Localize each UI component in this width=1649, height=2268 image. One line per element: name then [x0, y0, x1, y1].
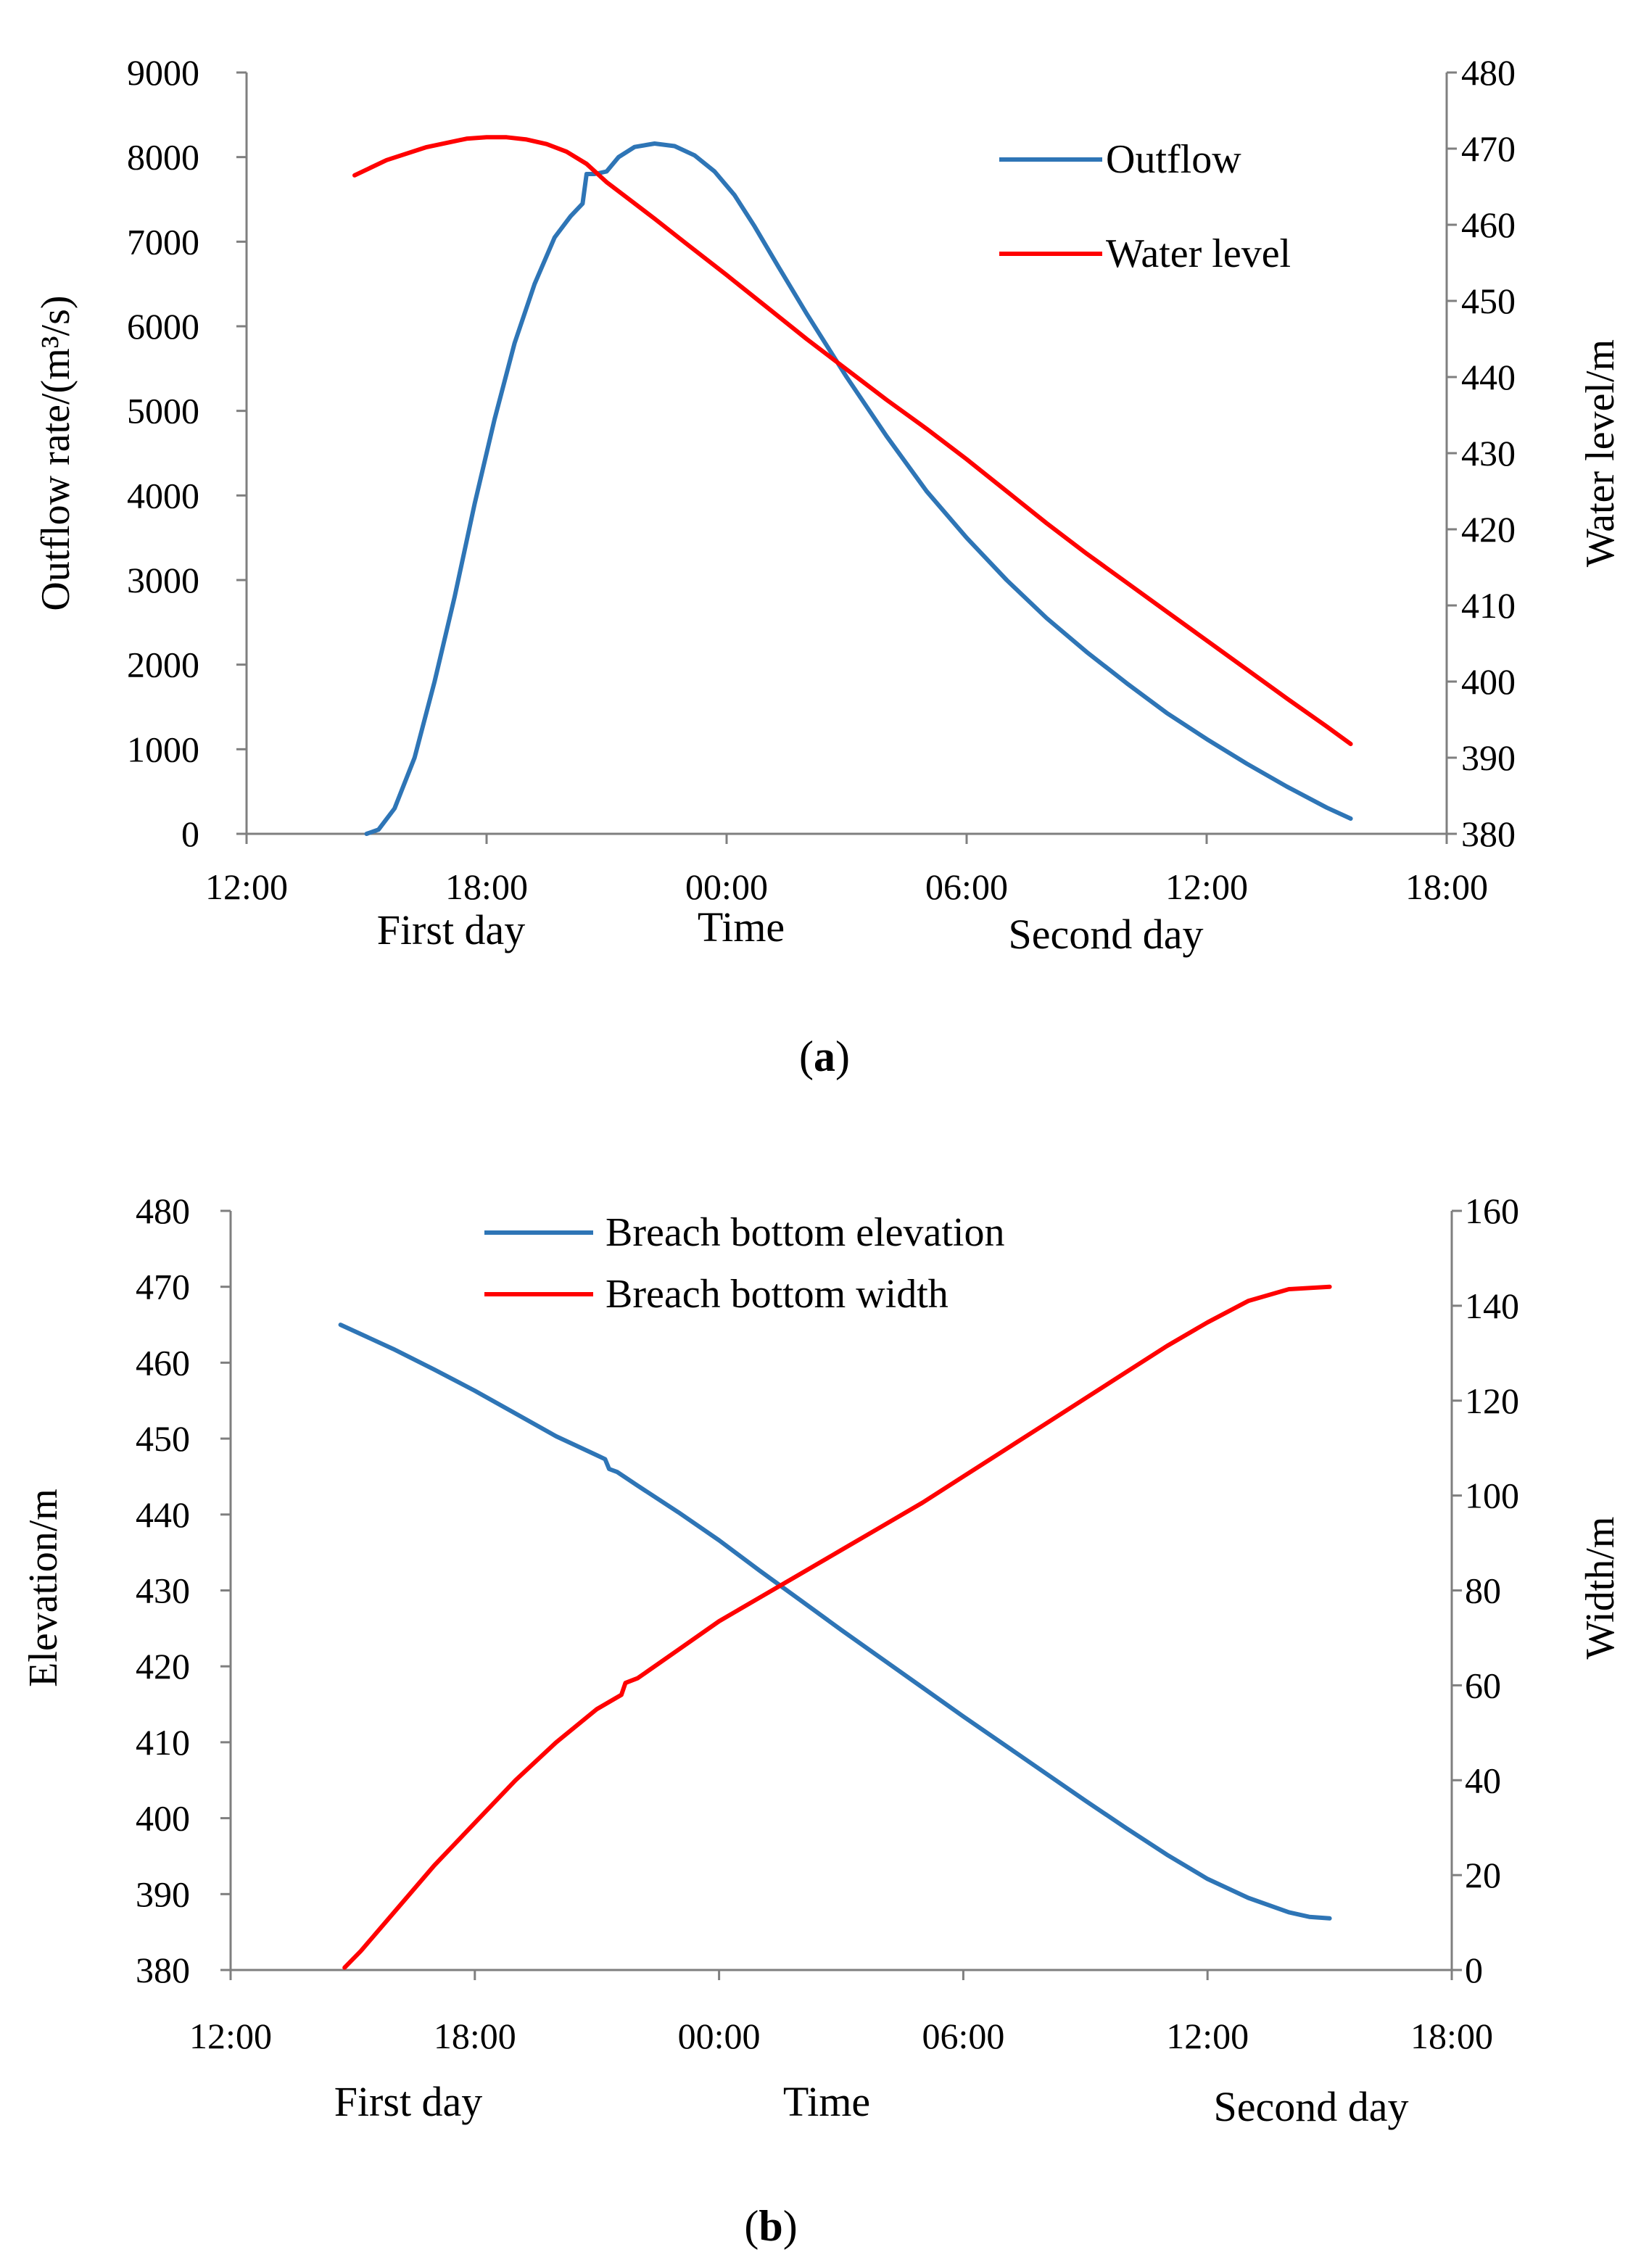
- chart-b-left-tick-label: 430: [136, 1570, 190, 1611]
- chart-a-right-tick-label: 390: [1461, 737, 1516, 778]
- chart-a-second-day-label: Second day: [1009, 911, 1204, 958]
- chart-b-right-tick-label: 40: [1465, 1760, 1501, 1800]
- chart-a-x-tick-label: 18:00: [445, 866, 528, 907]
- chart-b-left-tick-label: 380: [136, 1950, 190, 1990]
- chart-a-x-tick-label: 12:00: [205, 866, 288, 907]
- chart-a-series-water-level: [352, 135, 1353, 747]
- chart-b-legend: Breach bottom elevation Breach bottom wi…: [484, 1210, 1004, 1317]
- chart-b-left-tick-label: 480: [136, 1191, 190, 1231]
- chart-a-left-tick-label: 4000: [127, 475, 199, 516]
- chart-b-left-tick-label: 440: [136, 1494, 190, 1535]
- chart-b-series-breach-bottom-elevation: [338, 1323, 1332, 1921]
- chart-b-x-tick-label: 18:00: [1410, 2016, 1493, 2056]
- chart-a-left-tick-label: 0: [181, 814, 199, 854]
- chart-a-right-tick-label: 460: [1461, 204, 1516, 245]
- chart-a-right-tick-label: 430: [1461, 433, 1516, 473]
- chart-b-x-tick-label: 12:00: [1166, 2016, 1249, 2056]
- chart-b-second-day-label: Second day: [1214, 2083, 1409, 2130]
- legend-label-outflow: Outflow: [1106, 137, 1241, 182]
- chart-b-x-tick-label: 18:00: [434, 2016, 516, 2056]
- chart-a-left-tick-label: 8000: [127, 137, 199, 178]
- chart-b-right-tick-label: 20: [1465, 1855, 1501, 1895]
- chart-a-right-tick-label: 470: [1461, 128, 1516, 169]
- chart-b-right-tick-label: 0: [1465, 1950, 1483, 1990]
- chart-a-left-tick-label: 9000: [127, 52, 199, 93]
- panel-label-b: (b): [744, 2202, 797, 2250]
- chart-b-right-tick-label: 140: [1465, 1286, 1519, 1326]
- chart-b-right-tick-label: 160: [1465, 1191, 1519, 1231]
- chart-a-left-tick-label: 7000: [127, 221, 199, 262]
- chart-a-right-tick-label: 380: [1461, 814, 1516, 854]
- panel-label-a: (a): [799, 1032, 850, 1080]
- chart-b-x-tick-label: 12:00: [189, 2016, 272, 2056]
- chart-b-left-tick-label: 470: [136, 1267, 190, 1307]
- chart-b-right-tick-label: 80: [1465, 1570, 1501, 1611]
- chart-b-right-axis-title: Width/m: [1578, 1517, 1623, 1660]
- chart-a-right-axis-title: Water level/m: [1578, 339, 1623, 567]
- chart-b-x-tick-label: 00:00: [678, 2016, 761, 2056]
- chart-b-first-day-label: First day: [334, 2078, 483, 2125]
- panel-letter-a: a: [814, 1032, 835, 1080]
- legend-label-breach-width: Breach bottom width: [606, 1272, 949, 1317]
- chart-a-left-tick-label: 1000: [127, 729, 199, 769]
- chart-a-right-tick-label: 450: [1461, 281, 1516, 321]
- chart-a-left-tick-label: 3000: [127, 560, 199, 600]
- chart-a-right-tick-label: 480: [1461, 52, 1516, 93]
- chart-a-x-axis-title: Time: [698, 903, 785, 951]
- chart-b-left-tick-label: 460: [136, 1342, 190, 1383]
- chart-a-left-tick-label: 5000: [127, 391, 199, 431]
- chart-a-x-tick-label: 06:00: [925, 866, 1008, 907]
- chart-a-first-day-label: First day: [377, 906, 526, 953]
- chart-a-right-tick-label: 410: [1461, 585, 1516, 626]
- chart-a-right-tick-label: 400: [1461, 661, 1516, 702]
- chart-a-left-axis-title: Outflow rate/(m³/s): [33, 295, 78, 611]
- chart-a-x-tick-label: 12:00: [1165, 866, 1248, 907]
- chart-a-left-tick-label: 6000: [127, 306, 199, 347]
- chart-a-right-tick-label: 420: [1461, 509, 1516, 550]
- chart-b-right-tick-label: 100: [1465, 1476, 1519, 1516]
- chart-a-right-tick-label: 440: [1461, 357, 1516, 397]
- chart-a-series-outflow: [364, 141, 1353, 836]
- legend-label-water-level: Water level: [1106, 231, 1291, 276]
- chart-b: 380 390 400 410 420 430 440 450 460 470 480 0 20 40 60…: [21, 1191, 1623, 2250]
- legend-label-breach-elevation: Breach bottom elevation: [606, 1210, 1004, 1255]
- chart-b-x-axis-title: Time: [783, 2078, 870, 2125]
- chart-a-left-tick-label: 2000: [127, 645, 199, 685]
- panel-letter-b: b: [759, 2202, 782, 2250]
- chart-b-x-tick-label: 06:00: [922, 2016, 1004, 2056]
- chart-b-left-tick-label: 450: [136, 1418, 190, 1459]
- chart-a-legend: Outflow Water level: [999, 137, 1291, 276]
- chart-b-left-tick-label: 390: [136, 1874, 190, 1914]
- chart-b-right-tick-label: 120: [1465, 1381, 1519, 1421]
- chart-b-left-tick-label: 410: [136, 1722, 190, 1763]
- chart-b-left-tick-label: 400: [136, 1798, 190, 1839]
- chart-b-series-breach-bottom-width: [342, 1284, 1332, 1970]
- chart-b-left-tick-label: 420: [136, 1646, 190, 1686]
- chart-b-right-tick-label: 60: [1465, 1665, 1501, 1705]
- chart-a-x-tick-label: 00:00: [685, 866, 768, 907]
- chart-b-left-axis-title: Elevation/m: [21, 1489, 66, 1687]
- chart-a: 0 1000 2000 3000 4000 5000 6000 7000 8000 9000 380…: [33, 52, 1623, 1080]
- chart-a-x-tick-label: 18:00: [1405, 866, 1488, 907]
